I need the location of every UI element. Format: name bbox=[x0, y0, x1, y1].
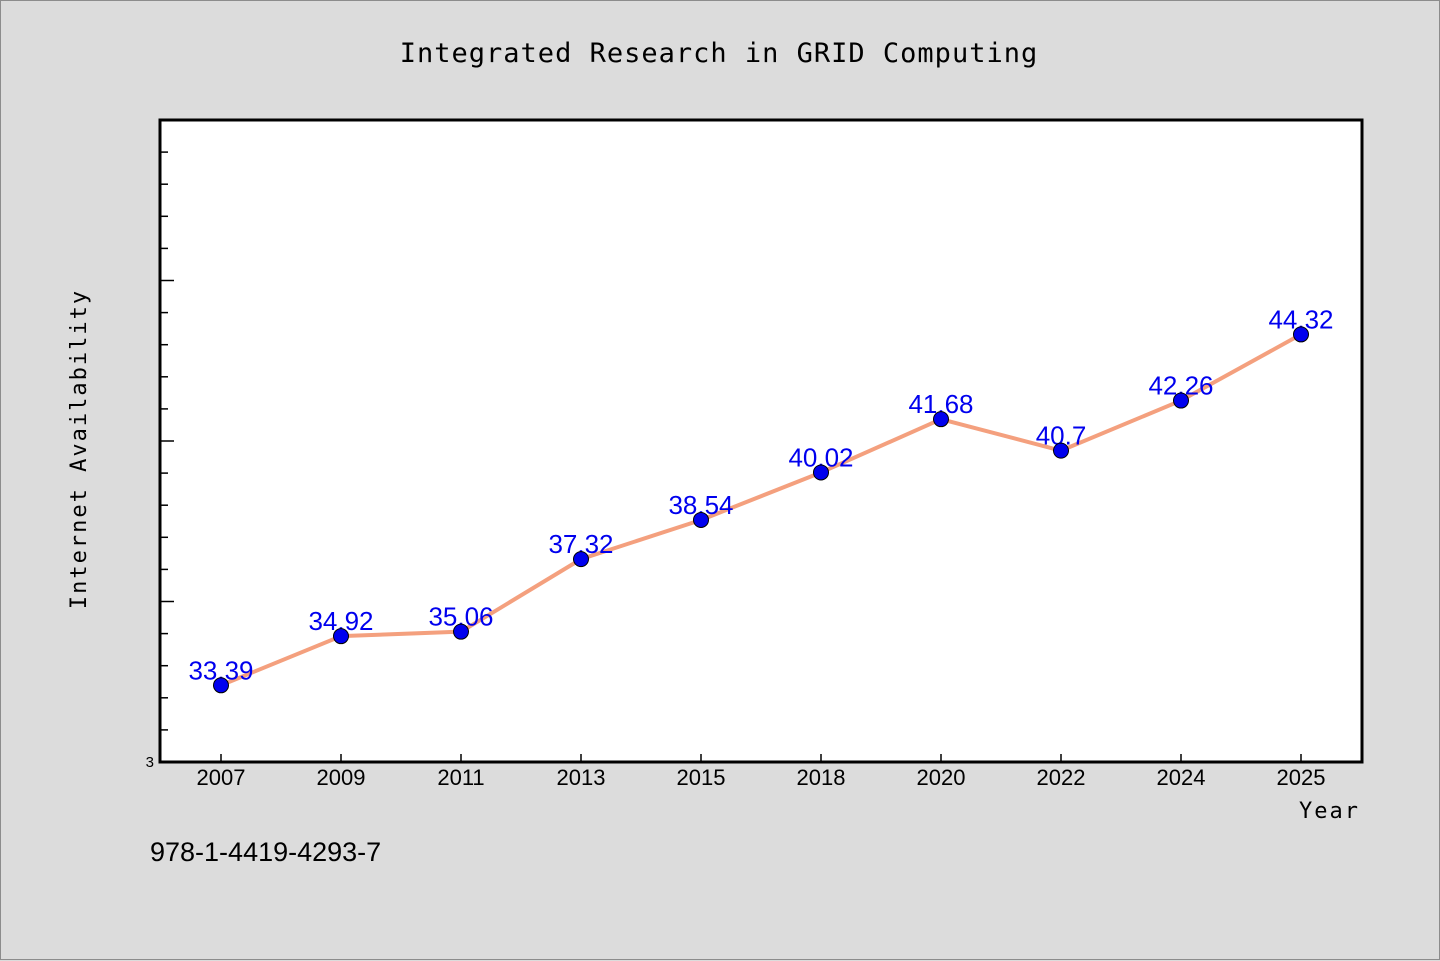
x-tick-label: 2025 bbox=[1277, 765, 1326, 790]
footnote-isbn: 978-1-4419-4293-7 bbox=[150, 837, 382, 867]
data-point[interactable] bbox=[1293, 326, 1309, 343]
chart-title: Integrated Research in GRID Computing bbox=[400, 38, 1038, 69]
data-point[interactable] bbox=[813, 464, 829, 481]
x-tick-label: 2015 bbox=[677, 765, 726, 790]
data-point[interactable] bbox=[333, 628, 349, 645]
y-axis-ticks: 3 bbox=[146, 151, 174, 771]
data-point[interactable] bbox=[693, 511, 709, 528]
x-tick-label: 2007 bbox=[197, 765, 246, 790]
x-tick-label: 2013 bbox=[557, 765, 606, 790]
series-line bbox=[219, 332, 1303, 688]
x-tick-label: 2020 bbox=[917, 765, 966, 790]
x-tick-label: 2022 bbox=[1037, 765, 1086, 790]
data-point[interactable] bbox=[1173, 392, 1189, 409]
x-tick-label: 2011 bbox=[437, 765, 484, 790]
y-axis-title: Internet Availability bbox=[67, 289, 92, 609]
x-axis-ticks: 2007 2009 2011 2013 2015 2018 2020 2022 2024 2025 bbox=[197, 754, 1326, 790]
data-point[interactable] bbox=[453, 623, 469, 640]
data-point[interactable] bbox=[933, 411, 949, 428]
x-tick-label: 2018 bbox=[797, 765, 846, 790]
x-tick-label: 2024 bbox=[1157, 765, 1206, 790]
x-tick-label: 2009 bbox=[317, 765, 366, 790]
data-point[interactable] bbox=[1053, 442, 1069, 459]
x-axis-title: Year bbox=[1299, 799, 1360, 824]
plot-area bbox=[158, 118, 1364, 764]
data-point[interactable] bbox=[213, 677, 229, 694]
data-point[interactable] bbox=[573, 551, 589, 568]
y-tick-label: 3 bbox=[146, 754, 154, 771]
